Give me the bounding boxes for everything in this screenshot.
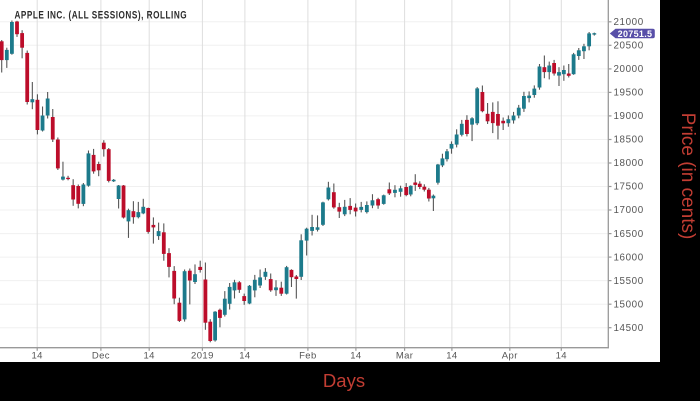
svg-text:21000: 21000 [614, 17, 644, 28]
svg-text:18000: 18000 [614, 158, 644, 169]
svg-text:14: 14 [446, 351, 457, 362]
svg-text:20751.5: 20751.5 [618, 29, 653, 39]
svg-text:Feb: Feb [299, 351, 317, 362]
svg-text:Apr: Apr [502, 351, 518, 362]
svg-text:15000: 15000 [614, 299, 644, 310]
svg-text:19000: 19000 [614, 111, 644, 122]
svg-text:14: 14 [350, 351, 361, 362]
svg-text:14: 14 [144, 351, 155, 362]
svg-text:APPLE INC. (ALL SESSIONS), ROL: APPLE INC. (ALL SESSIONS), ROLLING [15, 9, 188, 21]
svg-text:17500: 17500 [614, 182, 644, 193]
svg-text:14: 14 [556, 351, 567, 362]
svg-text:16500: 16500 [614, 229, 644, 240]
svg-text:14: 14 [239, 351, 250, 362]
svg-text:14500: 14500 [614, 323, 644, 334]
svg-text:17000: 17000 [614, 205, 644, 216]
svg-text:2019: 2019 [191, 351, 214, 362]
svg-text:Mar: Mar [396, 351, 414, 362]
svg-text:20000: 20000 [614, 64, 644, 75]
svg-text:20500: 20500 [614, 41, 644, 52]
svg-text:19500: 19500 [614, 88, 644, 99]
svg-text:15500: 15500 [614, 276, 644, 287]
svg-text:14: 14 [32, 351, 43, 362]
svg-text:Dec: Dec [92, 351, 110, 362]
svg-text:16000: 16000 [614, 252, 644, 263]
svg-text:18500: 18500 [614, 135, 644, 146]
